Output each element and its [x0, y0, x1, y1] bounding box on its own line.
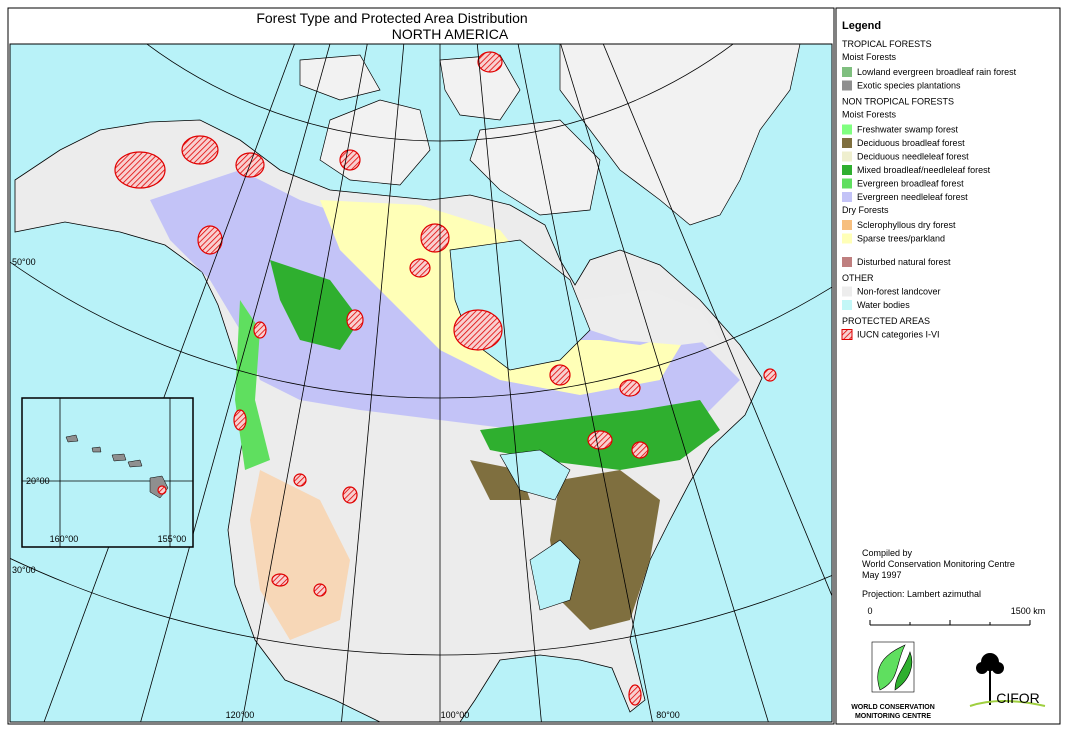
legend-swatch — [842, 165, 852, 175]
wcmc-name: MONITORING CENTRE — [855, 713, 931, 720]
protected-area — [477, 51, 503, 73]
legend: Legend TROPICAL FORESTS Moist Forests Lowl… — [841, 20, 1017, 340]
legend-frame — [835, 7, 1061, 725]
legend-label: Sparse trees/parkland — [857, 234, 945, 244]
gulf — [529, 539, 581, 611]
deciduous-broadleaf-forest — [550, 470, 660, 630]
inset-map — [22, 398, 193, 547]
legend-label: Freshwater swamp forest — [857, 125, 959, 135]
protected-area — [342, 486, 358, 504]
protected-area — [253, 321, 267, 339]
protected-area — [293, 473, 307, 487]
protected-area — [549, 364, 571, 386]
legend-label: Evergreen broadleaf forest — [857, 179, 964, 189]
legend-label: Deciduous needleleaf forest — [857, 152, 969, 162]
map-border — [9, 43, 833, 723]
legend-label: Disturbed natural forest — [857, 257, 951, 267]
wcmc-name: WORLD CONSERVATION — [851, 704, 935, 711]
legend-label: IUCN categories I-VI — [857, 330, 940, 340]
scale-end: 1500 km — [1011, 606, 1046, 616]
projection: Projection: Lambert azimuthal — [862, 589, 981, 599]
cifor-name: CIFOR — [996, 690, 1040, 706]
scale-bar — [869, 620, 1031, 626]
inset-longitude-label: 155°00 — [158, 534, 187, 544]
inset-longitude-label: 160°00 — [50, 534, 79, 544]
legend-label: Deciduous broadleaf forest — [857, 138, 965, 148]
legend-label: Evergreen needleleaf forest — [857, 192, 968, 202]
protected-area — [763, 368, 777, 382]
map-title: Forest Type and Protected Area Distribut… — [256, 10, 527, 26]
longitude-label: 80°00 — [656, 710, 680, 720]
credit-line: Compiled by — [862, 548, 913, 558]
protected-area — [619, 379, 641, 397]
protected-area — [313, 583, 327, 597]
protected-area — [628, 684, 642, 706]
legend-label: Water bodies — [857, 300, 910, 310]
legend-heading: TROPICAL FORESTS — [842, 39, 932, 49]
legend-swatch — [842, 257, 852, 267]
protected-area — [271, 573, 289, 587]
cifor-logo — [969, 653, 1046, 707]
legend-swatch — [842, 138, 852, 148]
legend-heading: PROTECTED AREAS — [842, 316, 930, 326]
legend-swatch — [842, 300, 852, 310]
protected-area — [587, 430, 613, 450]
legend-subheading: Moist Forests — [842, 52, 897, 62]
credit-line: World Conservation Monitoring Centre — [862, 559, 1015, 569]
legend-swatch — [842, 178, 852, 189]
legend-swatch — [842, 192, 852, 202]
protected-area — [631, 441, 649, 459]
legend-subheading: Moist Forests — [842, 110, 897, 120]
legend-swatch — [842, 80, 852, 91]
longitude-label: 120°00 — [226, 710, 255, 720]
scale-start: 0 — [867, 606, 872, 616]
inset-latitude-label: 20°00 — [26, 476, 50, 486]
legend-swatch — [842, 67, 852, 77]
legend-swatch — [842, 220, 852, 230]
protected-area — [114, 151, 166, 189]
sclerophyllous-dry-forest — [250, 470, 350, 640]
credit-line: May 1997 — [862, 570, 902, 580]
protected-area — [346, 309, 364, 331]
legend-swatch — [842, 124, 852, 135]
great-lakes — [499, 449, 571, 501]
legend-title: Legend — [842, 20, 881, 32]
legend-heading: NON TROPICAL FORESTS — [842, 97, 954, 107]
island — [469, 119, 601, 216]
protected-areas — [114, 51, 777, 706]
legend-subheading: Dry Forests — [842, 205, 889, 215]
legend-swatch — [842, 286, 852, 297]
inset — [21, 397, 194, 548]
legend-label: Mixed broadleaf/needleleaf forest — [857, 165, 991, 175]
latitude-label: 50°00 — [12, 257, 36, 267]
latitude-label: 30°00 — [12, 565, 36, 575]
protected-area — [453, 309, 503, 351]
legend-heading: OTHER — [842, 273, 874, 283]
protected-area — [339, 149, 361, 171]
map-subtitle: NORTH AMERICA — [392, 26, 509, 42]
legend-swatch — [842, 151, 852, 162]
legend-label: Lowland evergreen broadleaf rain forest — [857, 67, 1017, 77]
island — [299, 54, 381, 101]
protected-area — [420, 223, 450, 253]
legend-label: Exotic species plantations — [857, 81, 961, 91]
legend-swatch — [842, 233, 852, 244]
wcmc-logo — [871, 641, 915, 693]
non-forest — [580, 290, 720, 345]
legend-label: Sclerophyllous dry forest — [857, 220, 956, 230]
longitude-label: 100°00 — [441, 710, 470, 720]
protected-area — [233, 409, 247, 431]
mixed-forest — [270, 260, 360, 350]
island — [439, 54, 521, 121]
legend-swatch — [841, 329, 853, 340]
protected-area — [409, 258, 431, 278]
protected-area — [181, 135, 219, 165]
legend-label: Non-forest landcover — [857, 287, 941, 297]
